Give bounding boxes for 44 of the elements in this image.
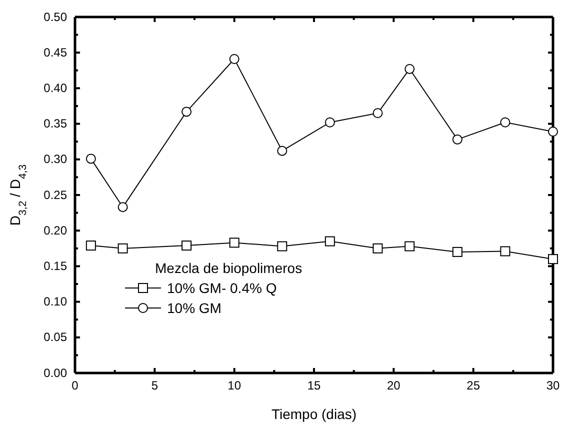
point [452,134,462,144]
y-tick-label: 0.30 [44,152,68,166]
x-axis-title: Tiempo (dias) [271,406,357,422]
x-tick-label: 20 [386,378,401,393]
x-tick-label: 0 [72,378,79,393]
point [277,146,288,156]
y-tick-label: 0.10 [44,294,68,309]
point [548,126,558,137]
x-tick-label: 10 [228,378,242,393]
point [229,238,240,248]
y-tick-label: 0.35 [44,116,68,131]
point [404,64,415,74]
point [118,202,128,212]
point [229,54,240,64]
point [372,108,383,118]
y-tick-label: 0.05 [44,330,68,344]
x-tick-label: 25 [466,378,480,393]
point [324,117,335,128]
legend-title: Mezcla de biopolimeros [155,260,302,276]
point [86,154,96,164]
x-tick-label: 5 [151,378,158,393]
point [548,254,558,264]
point [500,246,510,256]
legend-label: 10% GM- 0.4% Q [167,280,277,296]
y-tick-label: 0.15 [44,259,68,274]
point [182,106,192,117]
point [500,117,510,128]
point [118,243,128,254]
y-tick-label: 0.45 [44,45,68,60]
point [324,236,335,246]
x-tick-label: 15 [307,378,321,393]
y-tick-label: 0.40 [44,81,68,96]
point [277,241,288,252]
legend-label: 10% GM [167,300,222,316]
point [182,240,192,251]
x-tick-label: 30 [546,378,560,393]
y-tick-label: 0.50 [44,10,68,24]
point [372,243,383,254]
point [404,241,415,252]
point [86,240,96,251]
point [452,246,462,257]
y-tick-label: 0.25 [44,188,68,202]
y-tick-label: 0.20 [44,223,68,238]
y-tick-label: 0.00 [44,366,68,380]
